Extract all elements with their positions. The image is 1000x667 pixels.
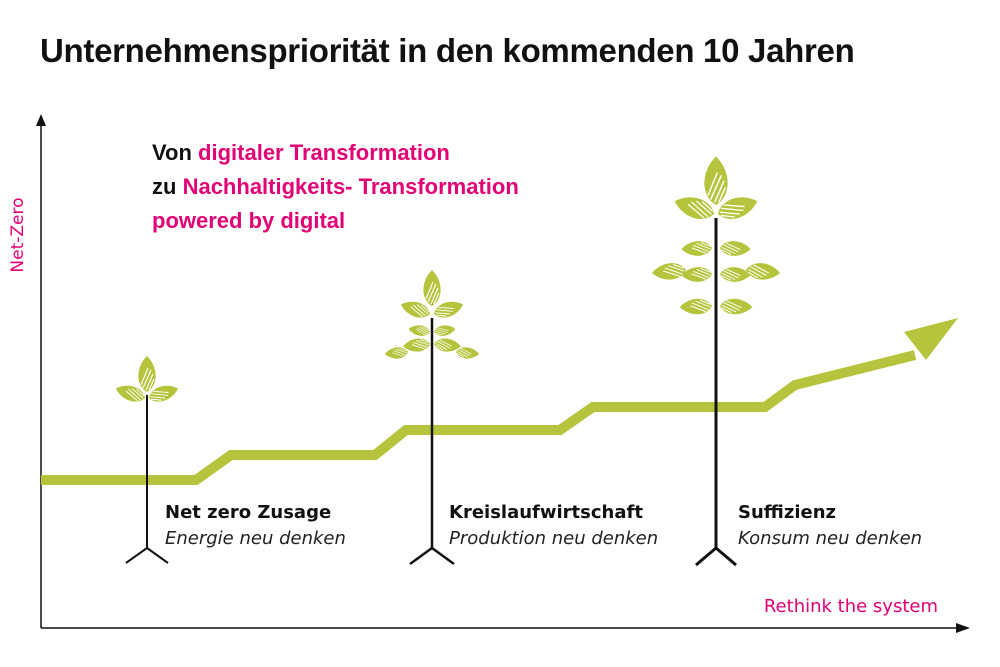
trend-line (41, 318, 958, 485)
plant-medium (383, 269, 481, 566)
headline-line-2-accent: Nachhaltigkeits- Transformation (182, 174, 519, 199)
stage-1-subtitle: Energie neu denken (165, 528, 346, 549)
headline-line-2-prefix: zu (152, 174, 177, 199)
leaf-top (137, 355, 157, 393)
stage-2-subtitle: Produktion neu denken (449, 528, 659, 549)
stage-1-title: Net zero Zusage (165, 502, 332, 523)
headline-line-2: zu Nachhaltigkeits- Transformation (152, 174, 519, 200)
plant-large (650, 155, 782, 567)
x-axis-label: Rethink the system (763, 596, 938, 617)
stage-3-title: Suffizienz (738, 502, 836, 523)
stage-2-title: Kreislaufwirtschaft (449, 502, 643, 523)
axes (36, 114, 970, 633)
x-axis-arrow (956, 623, 970, 633)
stage-1-label: Net zero Zusage Energie neu denken (165, 500, 346, 552)
headline-line-3-accent: powered by digital (152, 208, 346, 233)
headline-line-1-accent: digitaler Transformation (198, 140, 450, 165)
headline-line-3: powered by digital (152, 208, 345, 234)
headline-line-1: Von digitaler Transformation (152, 140, 450, 166)
y-axis-arrow (36, 114, 46, 126)
trend-arrow-head (904, 318, 958, 360)
stage-3-subtitle: Konsum neu denken (738, 528, 923, 549)
y-axis-label: Net-Zero (8, 197, 28, 273)
plant-small (113, 355, 181, 564)
page-title: Unternehmenspriorität in den kommenden 1… (40, 32, 855, 69)
stage-3-label: Suffizienz Konsum neu denken (738, 500, 922, 552)
headline-line-1-prefix: Von (152, 140, 192, 165)
stage-2-label: Kreislaufwirtschaft Produktion neu denke… (449, 500, 658, 552)
